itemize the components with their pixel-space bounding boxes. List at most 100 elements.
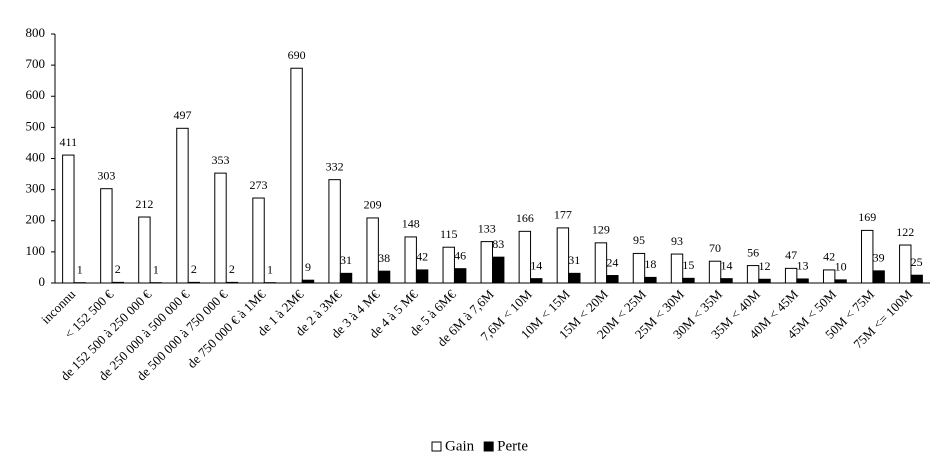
value-label: 42 — [416, 250, 428, 264]
y-tick-label: 500 — [26, 118, 46, 133]
value-label: 353 — [211, 153, 229, 167]
value-label: 39 — [873, 251, 885, 265]
value-label: 47 — [785, 248, 797, 262]
value-label: 303 — [97, 168, 115, 182]
bar — [530, 278, 543, 284]
bar — [404, 236, 417, 284]
value-label: 18 — [644, 257, 656, 271]
bar — [556, 227, 570, 284]
value-label: 129 — [592, 223, 610, 237]
value-label: 95 — [633, 233, 645, 247]
bar — [415, 269, 429, 284]
bar — [187, 281, 201, 284]
y-tick-label: 400 — [26, 149, 46, 164]
value-label: 31 — [568, 253, 580, 267]
bar — [301, 279, 315, 284]
value-label: 1 — [267, 262, 273, 276]
bar — [568, 272, 581, 284]
bar — [720, 278, 733, 284]
value-label: 14 — [530, 258, 542, 272]
value-label: 24 — [606, 255, 618, 269]
value-label: 93 — [671, 234, 683, 248]
value-label: 14 — [720, 258, 732, 272]
bar — [111, 281, 124, 284]
bar — [453, 268, 467, 284]
bar — [518, 230, 532, 284]
value-label: 12 — [759, 259, 771, 273]
bar — [138, 216, 151, 284]
bar — [100, 188, 113, 284]
bar — [834, 279, 847, 284]
value-label: 1 — [153, 262, 159, 276]
value-label: 1 — [77, 262, 83, 276]
value-label: 31 — [340, 253, 352, 267]
value-label: 38 — [378, 251, 390, 265]
value-label: 9 — [305, 260, 311, 274]
value-label: 25 — [911, 255, 923, 269]
y-tick-label: 0 — [39, 274, 46, 289]
bar — [708, 260, 722, 284]
value-label: 56 — [747, 245, 759, 259]
value-label: 273 — [250, 178, 268, 192]
y-tick-label: 700 — [26, 56, 46, 71]
bar — [861, 229, 874, 284]
value-label: 115 — [440, 227, 458, 241]
bar — [492, 256, 505, 284]
bar — [62, 154, 75, 284]
bar — [784, 267, 798, 284]
value-label: 83 — [492, 237, 504, 251]
bar — [377, 270, 391, 284]
bar — [328, 179, 341, 284]
value-label: 148 — [402, 217, 420, 231]
value-label: 15 — [682, 258, 694, 272]
value-label: 166 — [516, 211, 534, 225]
value-label: 177 — [554, 208, 572, 222]
bar — [290, 67, 303, 284]
value-label: 10 — [835, 260, 847, 274]
value-label: 46 — [454, 248, 466, 262]
bar — [670, 253, 684, 284]
bar — [822, 269, 836, 284]
value-label: 2 — [115, 262, 121, 276]
legend-label: Perte — [497, 438, 528, 454]
value-label: 70 — [709, 241, 721, 255]
bar — [632, 252, 646, 284]
bar — [899, 244, 912, 284]
legend-swatch — [483, 441, 494, 452]
bar — [252, 197, 265, 284]
legend-label: Gain — [445, 438, 475, 454]
bar — [480, 241, 493, 284]
value-label: 133 — [478, 221, 496, 235]
bar — [366, 217, 379, 284]
bar — [910, 274, 923, 284]
bar — [442, 246, 455, 284]
y-tick-label: 200 — [26, 212, 46, 227]
value-label: 209 — [364, 198, 382, 212]
value-label: 169 — [858, 210, 876, 224]
value-label: 2 — [191, 262, 197, 276]
y-tick-label: 600 — [26, 87, 46, 102]
legend-swatch — [431, 441, 442, 452]
bar — [606, 275, 619, 284]
bar — [746, 265, 760, 284]
bar — [225, 281, 239, 284]
value-label: 122 — [896, 225, 914, 239]
value-label: 212 — [135, 197, 153, 211]
value-label: 2 — [229, 262, 235, 276]
y-tick-label: 300 — [26, 181, 46, 196]
y-tick-label: 100 — [26, 243, 46, 258]
bar — [758, 278, 771, 284]
value-label: 497 — [173, 108, 191, 122]
bar — [796, 278, 809, 284]
value-label: 332 — [326, 159, 344, 173]
bar — [872, 270, 885, 284]
value-label: 13 — [797, 259, 809, 273]
value-label: 690 — [288, 48, 306, 62]
bar — [214, 172, 227, 284]
value-label: 411 — [60, 135, 78, 149]
bar — [644, 276, 657, 284]
bar — [682, 277, 695, 284]
y-tick-label: 800 — [26, 25, 46, 40]
